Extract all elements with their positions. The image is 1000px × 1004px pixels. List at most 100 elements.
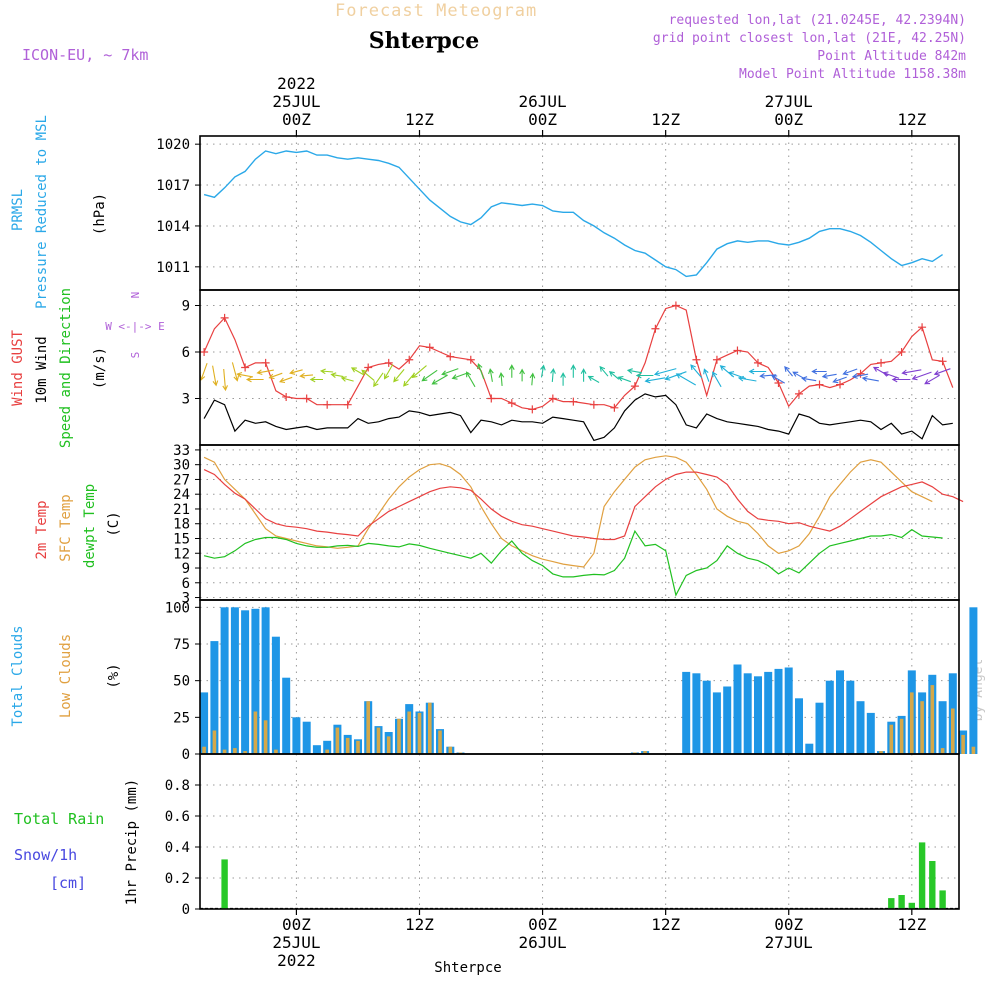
wind-arrow <box>540 364 546 378</box>
low-cloud-bar <box>971 746 976 754</box>
wind-arrow <box>519 368 525 382</box>
wind-arrow <box>279 376 293 384</box>
wind-arrow <box>891 376 911 383</box>
wind-arrow <box>832 376 847 384</box>
low-cloud-bar <box>438 730 442 754</box>
total-cloud-bar <box>795 698 803 754</box>
precip-y-axis: 0 0.2 0.4 0.6 0.8 <box>165 778 200 918</box>
time-label-top: 2022 <box>277 74 316 93</box>
precip-tick-label: 0.4 <box>165 840 190 856</box>
low-cloud-bar <box>212 730 217 754</box>
rain-bar <box>908 902 915 909</box>
precip-tick-label: 0.8 <box>165 778 190 794</box>
gust-point <box>548 394 557 403</box>
temp-tick-label: 18 <box>173 517 190 533</box>
total-cloud-bar <box>774 668 783 754</box>
total-cloud-bar <box>815 702 824 754</box>
wind-arrow <box>599 365 609 377</box>
total-cloud-bar <box>302 721 311 754</box>
wind-arrow <box>441 368 459 376</box>
gust-point <box>630 382 639 391</box>
gust-point <box>794 389 803 398</box>
total-cloud-bar <box>866 712 875 754</box>
wind-arrow <box>703 368 710 382</box>
wind-speed-line <box>203 393 953 442</box>
gust-point <box>487 394 496 403</box>
wind-arrow <box>748 368 767 375</box>
clouds-tick-label: 100 <box>165 600 190 616</box>
total-cloud-bar <box>292 717 301 754</box>
clouds-tick-label: 75 <box>173 637 190 653</box>
wind-arrow <box>580 368 587 382</box>
wind-arrow <box>911 371 932 381</box>
gust-point <box>671 301 680 310</box>
low-cloud-bar <box>263 720 268 754</box>
low-cloud-bar <box>356 740 360 754</box>
total-cloud-bar <box>784 667 793 754</box>
total-cloud-bar <box>846 680 855 754</box>
wind-arrow <box>675 373 696 386</box>
precip-frame <box>199 753 960 910</box>
total-cloud-bar <box>323 740 332 754</box>
wind-arrow <box>289 369 303 375</box>
gust-point <box>364 363 373 372</box>
gust-point <box>877 358 886 367</box>
time-label-top: 26JUL <box>518 92 566 111</box>
gust-point <box>466 355 475 364</box>
wind-arrow <box>771 375 785 384</box>
wind-arrow <box>411 365 427 379</box>
total-cloud-bar <box>702 680 711 754</box>
pressure-tick-label: 1014 <box>156 219 190 235</box>
temp-unit: (C) <box>106 511 122 536</box>
temp-tick-label: 30 <box>173 458 190 474</box>
time-label-bottom: 2022 <box>277 951 316 970</box>
time-label-top: 12Z <box>897 110 926 129</box>
wind-arrow <box>236 371 254 378</box>
wind-tick-label: 9 <box>182 299 190 315</box>
pressure-label-1: PRMSL <box>10 189 26 231</box>
low-cloud-bar <box>951 708 955 754</box>
gust-point <box>856 369 865 378</box>
time-label-top: 00Z <box>282 110 311 129</box>
snow-unit: [cm] <box>50 874 86 892</box>
rain-bars <box>221 842 946 909</box>
wind-arrow <box>560 372 566 386</box>
temp-tick-label: 15 <box>173 531 190 547</box>
panels: 1011101410171020369369121518212427303302… <box>156 74 978 970</box>
time-label-top: 12Z <box>651 110 680 129</box>
low-cloud-bar <box>397 718 401 754</box>
model-label: ICON-EU, ~ 7km <box>22 46 148 64</box>
total-cloud-bar <box>754 676 762 754</box>
precip-tick-label: 0.2 <box>165 871 190 887</box>
gust-point <box>220 313 229 322</box>
wind-arrow <box>466 371 476 388</box>
precip-unit: 1hr Precip (mm) <box>124 779 140 905</box>
time-label-bottom: 00Z <box>774 915 803 934</box>
wind-tick-label: 3 <box>182 392 190 408</box>
gust-point <box>241 363 250 372</box>
low-cloud-bar <box>376 727 381 754</box>
wind-arrow <box>340 376 354 382</box>
low-cloud-bar <box>899 718 904 754</box>
time-label-bottom: 26JUL <box>518 933 566 952</box>
total-cloud-bar <box>682 671 691 754</box>
gust-point <box>836 380 845 389</box>
total-cloud-bar <box>220 607 229 754</box>
wind-arrow <box>222 368 229 392</box>
total-cloud-bar <box>836 670 844 754</box>
low-cloud-bar <box>407 711 411 754</box>
total-clouds-label: Total Clouds <box>10 625 26 726</box>
wind-label: 10m Wind <box>34 336 50 403</box>
grid-point-coords: grid point closest lon,lat (21E, 42.25N) <box>653 31 966 46</box>
model-altitude: Model Point Altitude 1158.38m <box>739 67 966 82</box>
wind-arrow <box>901 369 922 376</box>
wind-arrow <box>842 368 858 376</box>
total-cloud-bar <box>805 743 814 754</box>
low-cloud-bar <box>417 712 422 754</box>
gust-point <box>384 358 393 367</box>
temp-tick-label: 33 <box>173 443 190 459</box>
gust-point <box>815 380 824 389</box>
wind-arrow <box>801 376 817 382</box>
gust-point <box>282 392 291 401</box>
